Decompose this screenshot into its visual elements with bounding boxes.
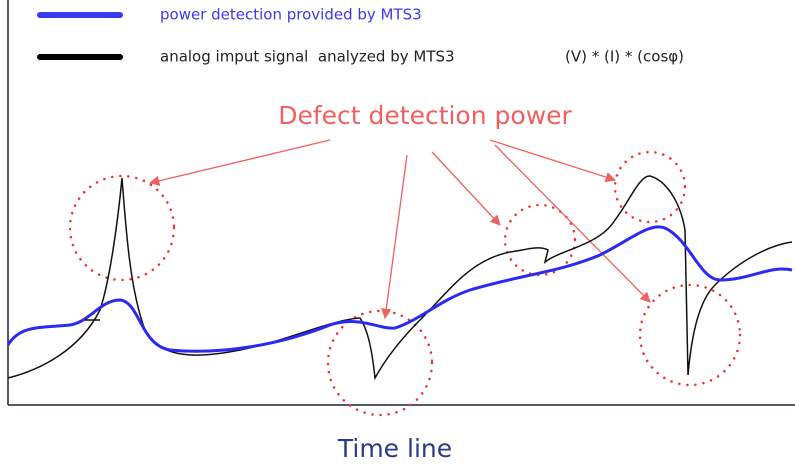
defect-circle	[68, 174, 176, 282]
legend-label: analog imput signal analyzed by MTS3	[160, 48, 455, 66]
arrow	[431, 151, 501, 226]
power-detection-curve	[6, 225, 793, 353]
legend-label: power detection provided by MTS3	[160, 6, 422, 24]
arrow	[494, 144, 651, 303]
legend-formula: (V) * (I) * (cosφ)	[565, 48, 684, 66]
defect-circle	[326, 309, 434, 417]
arrow	[381, 154, 408, 320]
arrow	[148, 139, 331, 186]
defect-circle	[503, 203, 577, 277]
defect-circle	[613, 150, 687, 224]
arrow	[489, 139, 616, 183]
x-axis-label: Time line	[337, 434, 452, 463]
defect-circles	[68, 150, 742, 417]
annotation: Defect detection power	[278, 101, 572, 130]
defect-circle	[638, 283, 742, 387]
analog-signal-curve	[7, 175, 793, 381]
arrows	[148, 139, 651, 320]
